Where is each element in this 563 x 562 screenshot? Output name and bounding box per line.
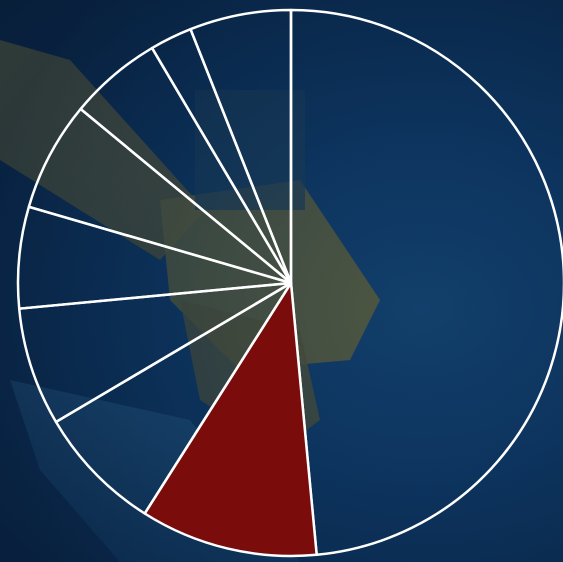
pie-slice-5 (16, 205, 293, 310)
pie-slice-7 (79, 46, 293, 285)
pie-slices (16, 8, 563, 558)
pie-slice-2 (143, 281, 318, 558)
pie-slice-9 (189, 8, 293, 285)
pie-slice-8 (150, 27, 293, 285)
pie-slice-4 (17, 281, 293, 424)
pie-slice-1 (289, 8, 563, 557)
pie-slice-3 (54, 281, 293, 515)
pie-slice-6 (27, 107, 293, 285)
